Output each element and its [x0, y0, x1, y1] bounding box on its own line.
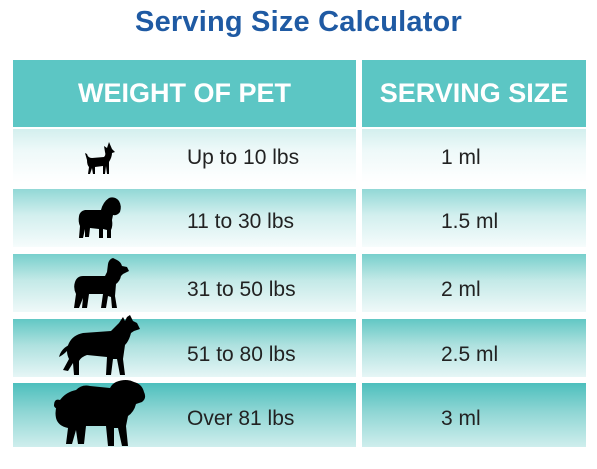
weight-range-text: 51 to 80 lbs — [187, 343, 296, 366]
page-title: Serving Size Calculator — [135, 6, 462, 38]
pug-dog-icon — [75, 196, 123, 240]
serving-size-text: 1.5 ml — [441, 210, 499, 233]
header-serving-label: SERVING SIZE — [379, 78, 569, 108]
terrier-dog-icon — [69, 256, 131, 310]
serving-size-text: 2 ml — [441, 278, 481, 301]
weight-range-text: 31 to 50 lbs — [187, 278, 296, 301]
table-row-serving-cell — [362, 254, 586, 312]
serving-size-text: 3 ml — [441, 407, 481, 430]
weight-range-text: Over 81 lbs — [187, 407, 295, 430]
table-row-serving-cell — [362, 383, 586, 447]
table-row-serving-cell — [362, 129, 586, 183]
header-serving-size: SERVING SIZE — [362, 60, 586, 127]
table-row-weight-cell — [13, 129, 356, 183]
serving-size-text: 2.5 ml — [441, 343, 499, 366]
serving-size-text: 1 ml — [441, 146, 481, 169]
table-row-serving-cell — [362, 189, 586, 247]
header-weight-of-pet: WEIGHT OF PET — [13, 60, 356, 127]
table-row-serving-cell — [362, 319, 586, 377]
table-row-weight-cell — [13, 189, 356, 247]
weight-range-text: Up to 10 lbs — [187, 146, 300, 169]
header-weight-label: WEIGHT OF PET — [78, 78, 291, 108]
husky-dog-icon — [57, 315, 141, 377]
small-dog-icon — [82, 140, 118, 176]
fluffy-dog-icon — [52, 378, 148, 448]
table-row-weight-cell — [13, 254, 356, 312]
weight-range-text: 11 to 30 lbs — [187, 210, 295, 233]
